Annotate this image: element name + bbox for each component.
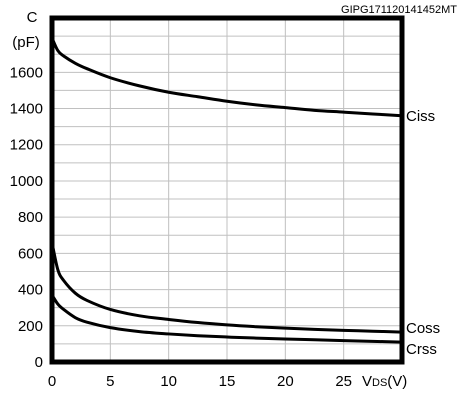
y-tick-label: 400: [18, 282, 43, 299]
figure-code: GIPG171120141452MT: [341, 4, 457, 16]
series-line-ciss: [50, 36, 404, 118]
x-axis-label-unit: (V): [387, 373, 407, 390]
y-axis-label-c: C: [27, 9, 38, 26]
series-label-ciss: Ciss: [406, 108, 435, 125]
y-tick-label: 1600: [10, 64, 43, 81]
series-label-crss: Crss: [406, 341, 437, 358]
y-tick-label: 600: [18, 245, 43, 262]
y-tick-label: 1400: [10, 101, 43, 118]
series-label-coss: Coss: [406, 320, 440, 337]
plot-frame: [49, 15, 405, 365]
series-lines: [50, 36, 404, 344]
x-tick-label: 0: [48, 373, 56, 390]
y-tick-label: 800: [18, 209, 43, 226]
grid: [52, 18, 402, 362]
y-tick-label: 0: [35, 354, 43, 371]
x-axis-label: VDS(V): [362, 373, 407, 390]
x-axis-label-v: V: [362, 373, 372, 390]
y-axis-label-unit: (pF): [12, 34, 40, 51]
x-axis-label-sub: DS: [372, 377, 387, 389]
y-tick-label: 1200: [10, 137, 43, 154]
series-line-coss: [50, 241, 404, 334]
series-line-crss: [50, 293, 404, 344]
x-tick-label: 25: [335, 373, 352, 390]
x-tick-label: 5: [106, 373, 114, 390]
tick-labels: 0 5 10 15 20 25 0 200 400 600 800 1000 1200 1400 1600: [10, 64, 352, 390]
y-tick-label: 1000: [10, 173, 43, 190]
series-labels: Ciss Coss Crss: [406, 108, 440, 358]
x-tick-label: 10: [160, 373, 177, 390]
y-tick-label: 200: [18, 318, 43, 335]
x-tick-label: 15: [219, 373, 236, 390]
x-tick-label: 20: [277, 373, 294, 390]
